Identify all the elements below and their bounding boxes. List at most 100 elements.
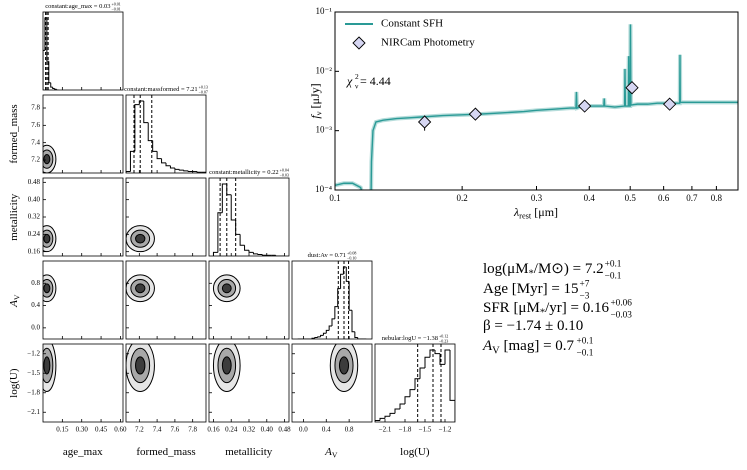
label-lower: −0.1 xyxy=(605,271,622,281)
label-text: χ xyxy=(346,74,353,88)
y-tick-label: 10⁻¹ xyxy=(316,6,333,16)
label-main: metallicity xyxy=(8,193,20,241)
histogram-bin xyxy=(174,167,180,170)
histogram-bin xyxy=(379,417,385,421)
histogram-bin xyxy=(44,17,47,51)
contour xyxy=(43,233,51,244)
contour xyxy=(43,154,51,165)
histogram-bin xyxy=(340,273,344,289)
y-tick-label: 7.2 xyxy=(31,156,40,164)
contour xyxy=(221,283,232,294)
panel-frame xyxy=(125,343,207,423)
x-tick-label: 0.5 xyxy=(625,193,637,203)
histogram-bin xyxy=(187,170,193,173)
histogram-bin xyxy=(328,325,332,331)
point xyxy=(577,99,592,113)
panel xyxy=(43,274,57,303)
x-tick-label: 0.6 xyxy=(658,193,670,203)
label-text: constant:metallicity = 0.22 xyxy=(209,169,279,176)
panel-frame xyxy=(42,94,124,174)
histogram-bin xyxy=(129,150,135,172)
x-axis-label: age_max xyxy=(63,446,103,458)
y-tick-label: 0.4 xyxy=(31,301,40,309)
label-tail: [mag] = 0.7 xyxy=(500,338,575,354)
histogram-bin xyxy=(261,254,267,256)
histogram-bin xyxy=(52,87,55,90)
x-tick-label: 0.40 xyxy=(261,426,274,434)
label-upper: +0.04 xyxy=(280,167,289,172)
y-axis-label: AV xyxy=(8,294,22,308)
label-text: dust:Av = 0.71 xyxy=(308,252,346,259)
point xyxy=(417,115,432,129)
histogram-bin xyxy=(169,165,175,169)
panel xyxy=(43,344,57,392)
contour xyxy=(135,283,146,294)
label-main: λ xyxy=(513,205,519,219)
x-tick-label: −1.8 xyxy=(399,426,412,434)
label-main: SFR [μM xyxy=(483,300,540,316)
label-tail: /yr] = 0.16 xyxy=(545,300,609,316)
legend-label: NIRCam Photometry xyxy=(381,37,475,49)
label-main: constant:age_max = 0.03 xyxy=(45,3,110,10)
y-axis-label: formed_mass xyxy=(8,104,20,163)
line xyxy=(335,24,738,190)
line-band xyxy=(335,24,738,190)
label-upper: 2 xyxy=(355,72,359,81)
label-upper: +0.1 xyxy=(577,336,594,346)
panel xyxy=(126,274,155,303)
x-tick-label: −1.5 xyxy=(419,426,432,434)
histogram-bin xyxy=(161,158,166,164)
histogram-bin xyxy=(183,170,189,172)
label-main: A xyxy=(8,300,20,308)
panel xyxy=(212,178,285,256)
y-tick-label: 0.0 xyxy=(31,323,40,331)
x-tick-label: 0.1 xyxy=(329,193,340,203)
y-tick-label: 10⁻² xyxy=(316,65,333,75)
x-tick-label: 0.48 xyxy=(278,426,291,434)
label-upper: +0.12 xyxy=(439,333,448,338)
label-lower: ν xyxy=(355,82,359,91)
label-main: log(μM xyxy=(483,261,529,277)
summary-line: log(μM*/M⊙) = 7.2 +0.1 −0.1 xyxy=(483,259,622,281)
label-main: age_max xyxy=(63,446,103,458)
label-upper: +0.08 xyxy=(347,250,356,255)
histogram-bin xyxy=(439,353,445,365)
histogram-bin xyxy=(354,331,358,339)
y-tick-label: −2.1 xyxy=(27,408,40,416)
y-tick-label: −1.8 xyxy=(27,388,40,396)
panel-frame xyxy=(125,260,207,340)
x-tick-label: 0.4 xyxy=(584,193,596,203)
legend-label: Constant SFH xyxy=(381,18,443,30)
label-text: log(U) xyxy=(400,446,430,458)
label-lower: −0.1 xyxy=(577,348,594,358)
x-tick-label: 7.6 xyxy=(171,426,180,434)
summary-line: Age [Myr] = 15 +7 −3 xyxy=(483,279,590,301)
histogram-bin xyxy=(54,88,57,90)
summary-line: AV [mag] = 0.7 +0.1 −0.1 xyxy=(482,336,594,358)
contour xyxy=(43,283,51,294)
histogram-bin xyxy=(248,250,254,253)
histogram-bin xyxy=(257,253,263,256)
histogram-bin xyxy=(322,332,327,336)
histogram-bin xyxy=(201,171,206,173)
label-text: formed_mass xyxy=(136,446,195,458)
panel xyxy=(43,144,57,173)
label-upper: +7 xyxy=(580,279,590,289)
histogram-bin xyxy=(375,420,380,422)
label-upper: +0.01 xyxy=(111,1,120,6)
label-main: formed_mass xyxy=(8,104,20,163)
histogram-bin xyxy=(337,288,341,307)
label-lower: −0.01 xyxy=(111,7,120,12)
y-axis-label: fν [μJy] xyxy=(308,83,324,118)
y-tick-label: 0.24 xyxy=(28,230,41,238)
label-main: constant:metallicity = 0.22 xyxy=(209,169,279,176)
label-text: metallicity xyxy=(225,446,273,458)
label-sub: * xyxy=(540,308,545,319)
x-tick-label: 0.45 xyxy=(95,426,108,434)
panel xyxy=(126,95,206,173)
histogram-bin xyxy=(43,49,45,90)
x-tick-label: 0.0 xyxy=(299,426,308,434)
label-lower: −0.03 xyxy=(610,310,632,320)
histogram-bin xyxy=(275,255,281,256)
label-text: metallicity xyxy=(8,193,20,241)
